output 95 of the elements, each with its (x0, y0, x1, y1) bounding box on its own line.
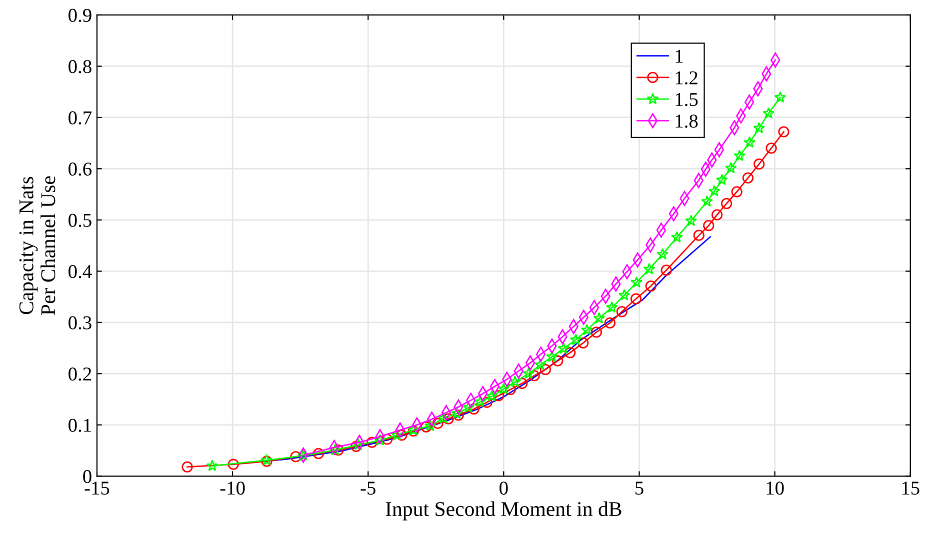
y-tick-label: 0.4 (68, 265, 92, 278)
point (580, 324, 593, 336)
point (452, 410, 464, 421)
y-tick-label: 0 (83, 470, 92, 484)
point (558, 342, 570, 354)
point (708, 185, 720, 196)
point (742, 172, 754, 184)
y-tick-label: 0.5 (68, 214, 92, 227)
point (593, 312, 606, 324)
point (762, 107, 775, 119)
point (660, 264, 672, 276)
point (711, 209, 723, 220)
point (420, 421, 432, 433)
point (606, 301, 618, 313)
x-tick-label: 15 (902, 482, 920, 495)
point (685, 214, 697, 226)
point (390, 428, 403, 440)
point (352, 438, 364, 450)
x-tick-label: 0 (500, 482, 508, 495)
point (643, 262, 656, 274)
point (432, 418, 444, 429)
point (504, 384, 516, 396)
point (731, 186, 742, 198)
point (462, 401, 474, 413)
point (424, 420, 436, 432)
legend-label: 1.5 (676, 93, 698, 106)
point (182, 461, 193, 472)
point (486, 390, 498, 402)
y-tick-label: 0.9 (68, 8, 92, 22)
point (492, 390, 504, 402)
point (670, 231, 683, 243)
y-tick-label: 0.8 (68, 60, 92, 74)
point (438, 412, 450, 424)
point (374, 434, 386, 446)
point (450, 407, 463, 419)
point (498, 382, 510, 394)
point (720, 198, 732, 210)
point (701, 195, 713, 207)
point (228, 458, 239, 470)
point (312, 448, 324, 460)
point (540, 364, 551, 376)
x-tick-label: -15 (84, 482, 110, 495)
x-tick-label: -5 (360, 482, 376, 495)
point (534, 358, 546, 370)
legend-label: 1.8 (676, 114, 698, 128)
point (206, 460, 218, 472)
y-axis-title: Capacity in Nats Per Channel Use (19, 176, 56, 315)
point (290, 451, 302, 462)
point (753, 122, 766, 134)
point (630, 276, 643, 288)
point (656, 248, 669, 260)
point (329, 444, 342, 456)
point (442, 413, 454, 424)
y-tick-label: 0.1 (68, 418, 91, 432)
point (552, 355, 564, 366)
point (396, 430, 408, 441)
legend-label: 1 (676, 50, 683, 63)
y-tick-label: 0.2 (68, 367, 92, 381)
point (754, 158, 765, 170)
point (570, 334, 582, 346)
point (382, 434, 393, 445)
point (590, 326, 602, 338)
point (774, 91, 786, 103)
point (703, 220, 714, 232)
legend-label: 1.2 (676, 71, 698, 85)
point (645, 280, 656, 292)
point (724, 162, 737, 174)
point (522, 367, 535, 379)
point (509, 376, 522, 388)
x-tick-label: 5 (636, 482, 644, 495)
point (528, 370, 540, 382)
y-tick-label: 0.3 (68, 316, 92, 330)
point (546, 350, 558, 362)
point (604, 317, 616, 328)
point (474, 396, 486, 408)
point (744, 136, 756, 148)
x-tick-label: -10 (220, 482, 245, 495)
point (564, 347, 576, 358)
y-tick-label: 0.6 (68, 162, 92, 176)
point (468, 403, 480, 415)
y-tick-label: 0.7 (68, 111, 92, 124)
point (481, 396, 492, 408)
point (616, 306, 628, 318)
point (693, 230, 704, 241)
x-tick-label: 10 (766, 482, 784, 495)
point (332, 444, 344, 456)
point (578, 337, 589, 348)
point (630, 293, 642, 304)
point (734, 150, 746, 162)
x-axis-title: Input Second Moment in dB (386, 501, 622, 520)
point (778, 126, 790, 138)
point (618, 289, 630, 300)
point (366, 436, 378, 448)
point (766, 142, 777, 154)
point (716, 174, 728, 186)
